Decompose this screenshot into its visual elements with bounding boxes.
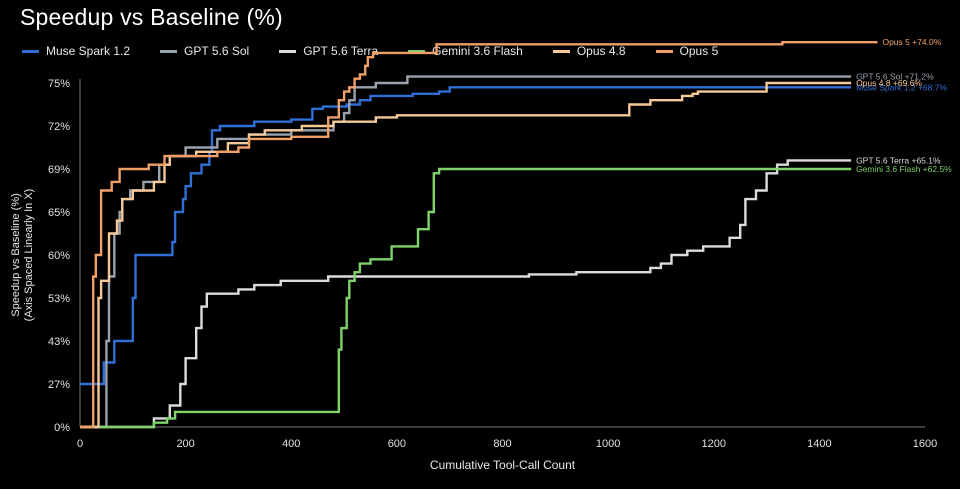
x-tick-label: 1000 [596, 438, 620, 450]
y-axis-label-subtitle: (Axis Spaced Linearly In X) [23, 189, 35, 322]
legend-label: Opus 5 [679, 44, 719, 58]
legend-label: Opus 4.8 [576, 44, 626, 58]
series-end-label: Muse Spark 1.2 +68.7% [856, 82, 947, 92]
y-tick-label: 43% [48, 336, 70, 348]
y-tick-label: 53% [48, 293, 70, 305]
series-end-label: GPT 5.6 Terra +65.1% [856, 155, 941, 165]
legend-swatch [655, 49, 673, 53]
y-tick-label: 60% [48, 250, 70, 262]
y-tick-label: 27% [48, 379, 70, 391]
legend-item: Muse Spark 1.2 [22, 44, 130, 58]
legend-item: Opus 5 [655, 44, 719, 58]
y-tick-label: 72% [48, 121, 70, 133]
legend-item: Gemini 3.6 Flash [408, 44, 523, 58]
series-line-4 [80, 81, 852, 429]
legend-item: Opus 4.8 [552, 44, 626, 58]
y-tick-label: 0% [54, 422, 70, 434]
x-tick-label: 200 [176, 438, 194, 450]
series-end-label: Opus 5 +74.0% [882, 37, 941, 47]
series-line-3 [80, 167, 852, 429]
series-line-5 [80, 41, 878, 429]
series-line-2 [80, 159, 852, 429]
legend-label: Gemini 3.6 Flash [432, 44, 523, 58]
x-tick-label: 600 [388, 438, 406, 450]
y-tick-label: 69% [48, 164, 70, 176]
x-tick-label: 400 [282, 438, 300, 450]
y-tick-label: 65% [48, 207, 70, 219]
series-end-label: GPT 5.6 Sol +71.2% [856, 72, 934, 82]
legend-label: Muse Spark 1.2 [46, 44, 131, 58]
x-tick-label: 0 [77, 438, 83, 450]
x-tick-label: 1600 [913, 438, 937, 450]
legend-swatch [160, 49, 178, 53]
y-tick-label: 75% [48, 78, 70, 90]
y-axis-label: Speedup vs Baseline (%) [10, 193, 22, 317]
series-line-1 [80, 75, 852, 429]
chart-legend: Muse Spark 1.2 GPT 5.6 Sol GPT 5.6 Terra Ge… [22, 44, 748, 58]
legend-label: GPT 5.6 Sol [184, 44, 250, 58]
x-axis-label: Cumulative Tool-Call Count [430, 458, 576, 472]
chart-title: Speedup vs Baseline (%) [20, 4, 283, 30]
legend-swatch [552, 49, 570, 53]
legend-swatch [279, 49, 297, 53]
legend-label: GPT 5.6 Terra [303, 44, 379, 58]
legend-swatch [22, 49, 39, 53]
x-tick-label: 1400 [807, 438, 831, 450]
series-end-label: Gemini 3.6 Flash +62.5% [856, 164, 952, 174]
legend-item: GPT 5.6 Terra [279, 44, 378, 58]
x-tick-label: 800 [493, 438, 511, 450]
legend-swatch [408, 49, 426, 53]
x-tick-label: 1200 [702, 438, 726, 450]
legend-item: GPT 5.6 Sol [160, 44, 249, 58]
series-end-label: Opus 4.8 +69.6% [856, 78, 922, 88]
